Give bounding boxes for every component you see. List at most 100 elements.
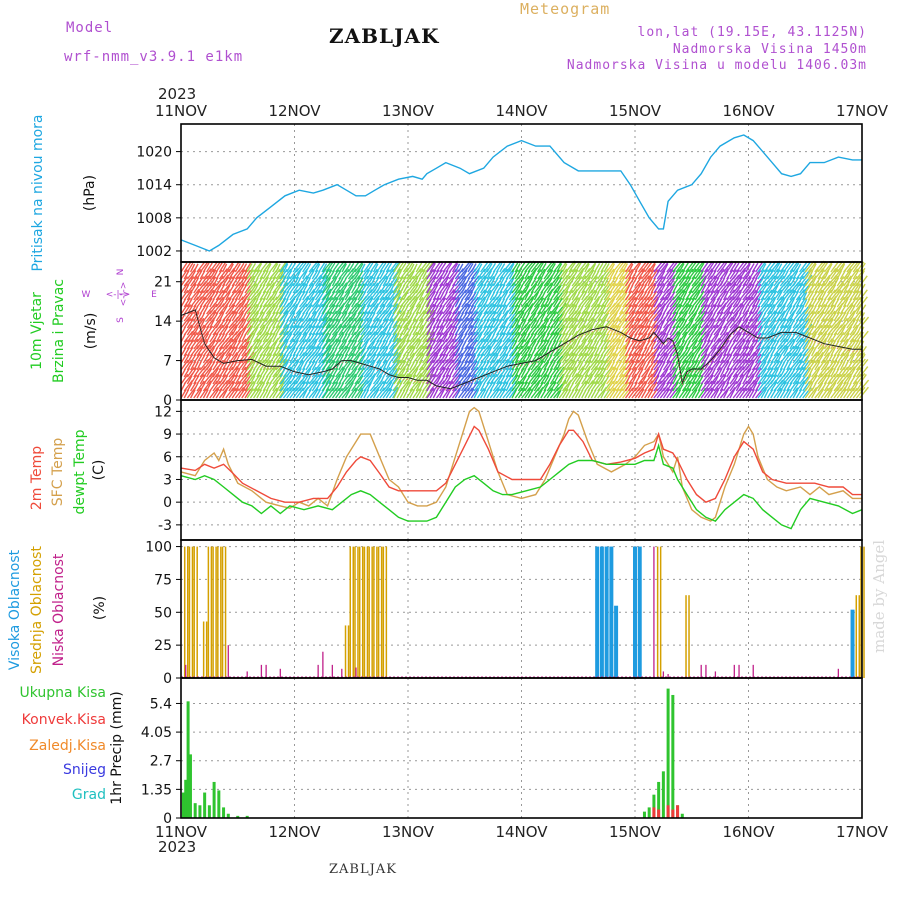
wind-barb (603, 312, 610, 322)
wind-barb (719, 359, 729, 371)
wind-barb (209, 373, 219, 385)
wind-barb (624, 284, 631, 294)
wind-barb (792, 276, 800, 287)
wind-barb (763, 367, 772, 378)
wind-barb (183, 346, 191, 357)
wind-barb (792, 290, 800, 301)
wind-barb (409, 318, 417, 329)
wind-barb (678, 276, 687, 287)
wind-barb (681, 275, 690, 287)
wind-barb (637, 261, 648, 273)
wind-barb (331, 318, 339, 329)
wind-barb (429, 359, 439, 371)
wind-barb (199, 304, 207, 315)
wind-barb (244, 340, 250, 350)
axis-labels: 2023202311NOV11NOV12NOV12NOV13NOV13NOV14… (7, 85, 889, 856)
wind-barb (839, 275, 849, 287)
wind-barb (492, 388, 501, 399)
wind-barb (817, 261, 827, 273)
wind-barb (669, 367, 677, 378)
wind-barb (262, 332, 270, 343)
wind-barb (685, 276, 692, 287)
wind-barb (697, 290, 705, 301)
date-tick-top: 17NOV (836, 102, 889, 120)
wind-barb (325, 262, 334, 273)
wind-barb (739, 261, 749, 273)
wind-barb (767, 261, 777, 273)
wind-barb (593, 262, 601, 273)
wind-barb (199, 261, 209, 273)
wind-barb (426, 283, 433, 294)
wind-barb (839, 361, 846, 371)
wind-barb (719, 325, 727, 336)
wind-barb (476, 367, 484, 378)
wind-barb (464, 317, 473, 329)
wind-barb (292, 387, 302, 399)
wind-barb (779, 338, 789, 350)
wind-barb (656, 282, 665, 294)
wind-barb (584, 276, 592, 287)
wind-barb (672, 260, 683, 273)
wind-barb (369, 346, 377, 357)
wind-barb (782, 388, 790, 399)
wind-barb (524, 374, 532, 385)
temperature-dew-line (180, 442, 863, 530)
wind-barb (811, 263, 817, 273)
wind-barb (366, 367, 374, 378)
wind-barb (470, 305, 477, 315)
wind-barb-band (473, 260, 519, 399)
wind-barb (461, 289, 470, 301)
date-tick-top: 11NOV (155, 102, 208, 120)
wind-barb (422, 337, 432, 350)
wind-barb (486, 352, 496, 364)
wind-barb (292, 276, 300, 287)
wind-barb (331, 367, 339, 378)
wind-barb (716, 345, 725, 357)
wind-barb (492, 345, 502, 357)
wind-barb (369, 317, 379, 329)
wind-barb (833, 289, 842, 301)
wind-barb (385, 290, 394, 301)
wind-barb (770, 388, 777, 399)
wind-barb (363, 311, 371, 322)
wind-barb (256, 311, 264, 322)
y-tick-label: 1020 (136, 145, 172, 161)
wind-barb (473, 297, 482, 308)
wind-barb (360, 263, 366, 273)
wind-barb (710, 269, 717, 280)
wind-barb (379, 296, 388, 308)
wind-barb (843, 345, 853, 357)
wind-barb (215, 289, 224, 301)
wind-barb (322, 366, 332, 378)
wind-barb (524, 346, 531, 357)
wind-barb (637, 296, 647, 308)
wind-barb (760, 361, 767, 371)
wind-barb (199, 338, 208, 350)
wind-barb (549, 290, 558, 301)
wind-barb (190, 345, 200, 357)
wind-barb (335, 276, 342, 287)
wind-barb (496, 276, 504, 287)
wind-barb (672, 375, 678, 385)
wind-barb (225, 310, 235, 322)
y-tick-label: 0 (163, 671, 172, 687)
wind-barb (846, 260, 857, 273)
wind-barb (457, 275, 467, 287)
wind-barb (335, 387, 344, 399)
wind-barb (653, 283, 662, 294)
wind-barb (726, 317, 735, 329)
wind-barb (789, 367, 796, 378)
wind-barb (279, 338, 289, 350)
wind-barb (461, 317, 470, 329)
wind-barb (196, 317, 205, 329)
wind-barb (376, 289, 385, 301)
wind-barb (571, 326, 577, 336)
wind-barb (238, 275, 246, 287)
wind-barb (302, 270, 308, 280)
wind-barb (581, 318, 588, 329)
wind-barb (659, 260, 670, 273)
wind-barb (308, 366, 317, 378)
wind-barb (656, 326, 662, 336)
wind-barb (473, 304, 482, 315)
wind-barb (305, 325, 313, 336)
